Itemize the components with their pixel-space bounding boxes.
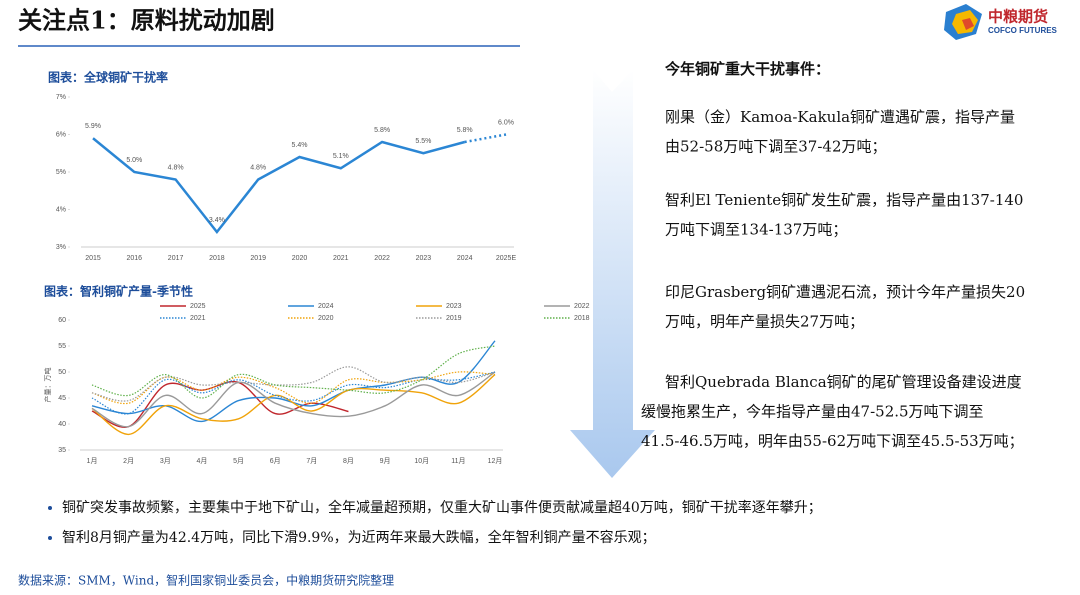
legend-label: 2023	[446, 303, 462, 310]
x-tick-label: 2016	[127, 255, 143, 262]
event-line: 万吨下调至134-137万吨；	[665, 221, 847, 239]
x-tick-label: 8月	[343, 457, 354, 465]
legend-label: 2024	[318, 303, 334, 310]
x-tick-label: 2月	[123, 457, 134, 465]
x-tick-label: 2015	[85, 255, 101, 262]
data-label: 5.9%	[85, 123, 101, 130]
event-line: 41.5-46.5万吨，明年由55-62万吨下调至45.5-53万吨；	[641, 432, 1024, 450]
events-heading: 今年铜矿重大干扰事件：	[664, 60, 830, 78]
x-tick-label: 7月	[306, 457, 317, 465]
event-line: 刚果（金）Kamoa-Kakula铜矿遭遇矿震，指导产量	[665, 108, 1015, 126]
x-tick-label: 11月	[451, 457, 465, 465]
data-label: 5.0%	[126, 157, 142, 164]
x-tick-label: 2017	[168, 255, 184, 262]
forecast-segment	[464, 133, 507, 144]
y-tick-label: 45	[58, 395, 66, 402]
legend-label: 2019	[446, 315, 462, 322]
data-label: 3.4%	[209, 217, 225, 224]
chart-title: 图表：全球铜矿干扰率	[48, 70, 168, 85]
y-tick-label: 5%	[56, 169, 66, 176]
bullet-dot	[48, 506, 52, 510]
data-label: 4.8%	[168, 164, 184, 171]
y-axis-label: 产量：万吨	[43, 368, 52, 403]
y-tick-label: 60	[58, 317, 66, 324]
x-tick-label: 5月	[233, 457, 244, 465]
line-series	[91, 371, 496, 415]
bullet-text: 铜矿突发事故频繁，主要集中于地下矿山，全年减量超预期，仅重大矿山事件便贡献减量超…	[62, 499, 822, 516]
logo-cn: 中粮期货	[988, 8, 1048, 26]
event-line: 智利Quebrada Blanca铜矿的尾矿管理设备建设进度	[665, 373, 1022, 391]
event-line: 缓慢拖累生产，今年指导产量由47-52.5万吨下调至	[641, 403, 984, 421]
logo-en: COFCO FUTURES	[988, 26, 1058, 35]
x-tick-label: 2020	[292, 255, 308, 262]
data-label: 5.1%	[333, 153, 349, 160]
y-tick-label: 3%	[56, 244, 66, 251]
y-tick-label: 40	[58, 421, 66, 428]
legend-label: 2021	[190, 315, 206, 322]
x-tick-label: 2024	[457, 255, 473, 262]
event-line: 万吨，明年产量损失27万吨；	[665, 313, 864, 331]
legend-label: 2020	[318, 315, 334, 322]
data-label: 5.4%	[292, 142, 308, 149]
y-tick-label: 35	[58, 447, 66, 454]
x-tick-label: 1月	[87, 457, 98, 465]
x-tick-label: 4月	[196, 457, 207, 465]
line-series	[91, 371, 496, 428]
event-line: 智利El Teniente铜矿发生矿震，指导产量由137-140	[665, 191, 1023, 209]
y-tick-label: 4%	[56, 206, 66, 213]
chart-title: 图表：智利铜矿产量-季节性	[44, 284, 193, 299]
line-series	[91, 366, 496, 402]
legend-label: 2025	[190, 303, 206, 310]
x-tick-label: 2019	[250, 255, 266, 262]
x-tick-label: 10月	[414, 457, 429, 465]
data-label: 4.8%	[250, 164, 266, 171]
line-series	[91, 374, 496, 436]
event-line: 印尼Grasberg铜矿遭遇泥石流，预计今年产量损失20	[665, 283, 1025, 301]
y-tick-label: 7%	[56, 94, 66, 101]
arrow-notch	[593, 70, 633, 92]
logo: 中粮期货 COFCO FUTURES	[944, 4, 1058, 40]
data-label: 5.8%	[457, 127, 473, 134]
x-tick-label: 2021	[333, 255, 349, 262]
bullet-text: 智利8月铜产量为42.4万吨，同比下滑9.9%，为近两年来最大跌幅，全年智利铜产…	[62, 529, 656, 546]
x-tick-label: 2018	[209, 255, 225, 262]
legend-label: 2022	[574, 303, 590, 310]
x-tick-label: 6月	[270, 457, 281, 465]
legend-label: 2018	[574, 315, 590, 322]
data-label: 5.8%	[374, 127, 390, 134]
data-label: 6.0%	[498, 119, 514, 126]
source: 数据来源：SMM，Wind，智利国家铜业委员会，中粮期货研究院整理	[18, 573, 394, 588]
arrow	[570, 70, 655, 478]
x-tick-label: 2022	[374, 255, 390, 262]
x-tick-label: 9月	[380, 457, 391, 465]
line-series	[92, 137, 466, 235]
slide-title: 关注点1：原料扰动加剧	[18, 6, 275, 35]
event-line: 由52-58万吨下调至37-42万吨；	[665, 138, 887, 156]
x-tick-label: 2023	[416, 255, 432, 262]
y-tick-label: 50	[58, 369, 66, 376]
line-series	[91, 345, 496, 399]
x-tick-label: 3月	[160, 457, 171, 465]
data-label: 5.5%	[415, 138, 431, 145]
x-tick-label: 12月	[488, 457, 503, 465]
bullet-dot	[48, 536, 52, 540]
x-tick-label: 2025E	[496, 255, 517, 262]
y-tick-label: 55	[58, 343, 66, 350]
y-tick-label: 6%	[56, 131, 66, 138]
